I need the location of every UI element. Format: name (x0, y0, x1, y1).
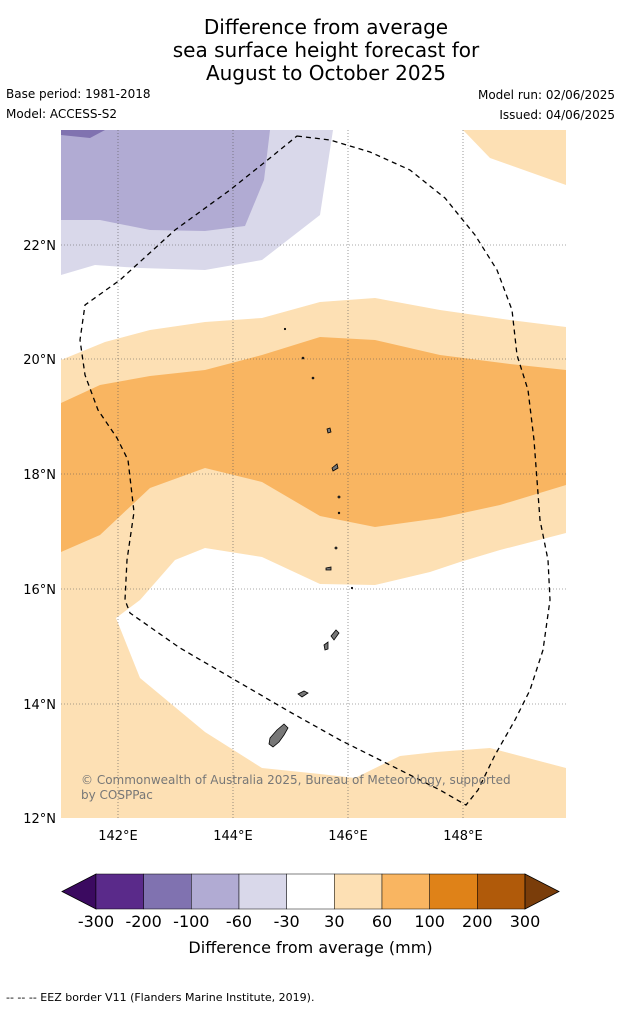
axis-ticks: 142°E 144°E 146°E 148°E 22°N 20°N 18°N 1… (23, 239, 483, 844)
colorbar-extend-high (524, 873, 560, 910)
farallon-islet (350, 586, 354, 590)
maug-island (311, 376, 315, 380)
title-line-3: August to October 2025 (205, 61, 447, 85)
base-period: Base period: 1981-2018 (6, 87, 151, 101)
colorbar-title: Difference from average (mm) (188, 938, 433, 957)
colorbar-segment (191, 873, 240, 910)
colorbar-tick-label: 300 (510, 912, 541, 931)
lat-tick-20: 20°N (23, 353, 56, 368)
anomaly-band-near-zero-south (116, 533, 566, 778)
lat-tick-18: 18°N (23, 468, 56, 483)
tinian-island (323, 641, 329, 651)
northern-islet (283, 327, 287, 331)
pagan-island (331, 463, 339, 472)
colorbar-tick-label: 30 (324, 912, 344, 931)
colorbar-segment (429, 873, 478, 910)
model-name: Model: ACCESS-S2 (6, 107, 118, 121)
issued-date: Issued: 04/06/2025 (499, 108, 615, 122)
rota-island (297, 690, 309, 698)
colorbar-tick-label: -30 (274, 912, 300, 931)
colorbar-tick-label: -60 (226, 912, 252, 931)
copyright-text: © Commonwealth of Australia 2025, Bureau… (81, 773, 514, 802)
sarigan-island (334, 546, 338, 550)
lon-tick-144: 144°E (213, 829, 253, 844)
colorbar-tick-label: 60 (372, 912, 392, 931)
lat-tick-16: 16°N (23, 583, 56, 598)
colorbar-tick-label: -100 (173, 912, 209, 931)
guguan-island (337, 511, 341, 515)
copyright-line-2: by COSPPac (81, 788, 153, 802)
lat-tick-22: 22°N (23, 239, 56, 254)
map-title: Difference from average sea surface heig… (0, 16, 621, 85)
colorbar-segment (143, 873, 192, 910)
islands (268, 327, 354, 748)
colorbar-tick-label: -200 (126, 912, 162, 931)
colorbar-tick-label: -300 (78, 912, 114, 931)
guam-island (268, 723, 289, 748)
anomaly-band-neg100-neg200 (61, 130, 105, 138)
colorbar-segment (286, 873, 335, 910)
map-gridlines (61, 130, 566, 818)
lat-tick-12: 12°N (23, 812, 56, 827)
title-line-1: Difference from average (203, 15, 449, 39)
eez-border-line (79, 135, 551, 806)
anatahan-island (325, 566, 332, 571)
anomaly-band-60-100 (61, 337, 566, 552)
copyright-line-1: © Commonwealth of Australia 2025, Bureau… (81, 773, 511, 787)
lon-tick-142: 142°E (98, 829, 138, 844)
asuncion-island (326, 427, 332, 434)
colorbar-segment (334, 873, 383, 910)
eez-legend-footer: -- -- -- EEZ border V11 (Flanders Marine… (6, 991, 315, 1004)
anomaly-band-neg60-neg100 (61, 130, 270, 231)
map-plot-area: © Commonwealth of Australia 2025, Bureau… (61, 130, 566, 818)
colorbar: -300 -200 -100 -60 -30 30 60 100 200 300 (61, 873, 560, 931)
model-run: Model run: 02/06/2025 (477, 88, 615, 102)
colorbar-tick-label: 100 (414, 912, 445, 931)
colorbar-segment (238, 873, 287, 910)
saipan-island (330, 629, 340, 641)
title-line-2: sea surface height forecast for (172, 38, 480, 62)
lat-tick-14: 14°N (23, 698, 56, 713)
colorbar-segment (95, 873, 144, 910)
uracas-island (301, 356, 305, 360)
colorbar-segment (381, 873, 430, 910)
colorbar-segment (477, 873, 526, 910)
colorbar-tick-label: 200 (462, 912, 493, 931)
colorbar-extend-low (61, 873, 97, 910)
lon-tick-148: 148°E (443, 829, 483, 844)
lon-tick-146: 146°E (328, 829, 368, 844)
alamagan-island (337, 495, 341, 499)
